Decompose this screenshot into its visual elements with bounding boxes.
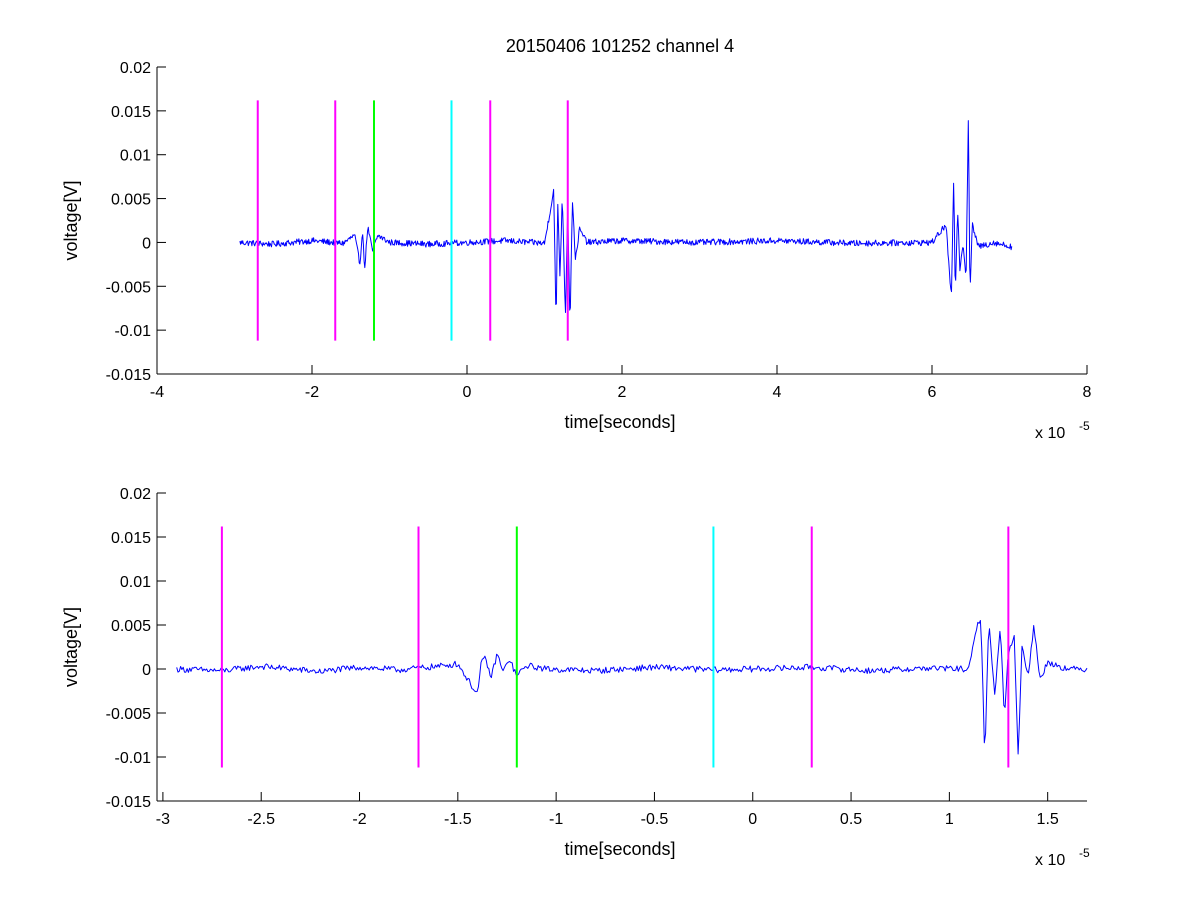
y-tick-label: -0.01 bbox=[115, 323, 152, 340]
x-tick-label: 0.5 bbox=[840, 811, 862, 828]
x-axis-multiplier: x 10 bbox=[1035, 852, 1065, 869]
x-tick-label: 4 bbox=[773, 384, 782, 401]
x-tick-label: -2 bbox=[352, 811, 366, 828]
y-tick-label: 0.015 bbox=[111, 104, 151, 121]
x-tick-label: 0 bbox=[748, 811, 757, 828]
y-tick-label: 0.01 bbox=[120, 574, 151, 591]
plot-overview: -0.015 -0.01 -0.005 0 0.005 0.01 0.015 0.02 -4 -2… bbox=[61, 60, 1092, 442]
y-tick-label: 0 bbox=[142, 235, 151, 252]
y-tick-label: -0.005 bbox=[106, 706, 151, 723]
x-tick-label: 1 bbox=[945, 811, 954, 828]
y-axis-label: voltage[V] bbox=[61, 180, 81, 260]
y-tick-label: -0.015 bbox=[106, 367, 151, 384]
x-tick-label: -2 bbox=[305, 384, 319, 401]
x-tick-label: -3 bbox=[156, 811, 170, 828]
x-tick-label: -0.5 bbox=[641, 811, 669, 828]
y-tick-label: -0.005 bbox=[106, 279, 151, 296]
y-tick-label: 0 bbox=[142, 662, 151, 679]
x-tick-label: 6 bbox=[928, 384, 937, 401]
x-tick-label: -2.5 bbox=[247, 811, 275, 828]
y-axis-label: voltage[V] bbox=[61, 607, 81, 687]
y-tick-label: 0.015 bbox=[111, 530, 151, 547]
x-axis-label: time[seconds] bbox=[564, 839, 675, 859]
signal-trace bbox=[176, 620, 1088, 755]
x-tick-label: -4 bbox=[150, 384, 164, 401]
chart-title: 20150406 101252 channel 4 bbox=[506, 36, 734, 56]
y-tick-label: 0.005 bbox=[111, 618, 151, 635]
y-tick-label: 0.02 bbox=[120, 486, 151, 503]
x-axis-label: time[seconds] bbox=[564, 412, 675, 432]
x-tick-label: 2 bbox=[618, 384, 627, 401]
x-tick-label: -1 bbox=[549, 811, 563, 828]
y-tick-label: 0.01 bbox=[120, 148, 151, 165]
y-tick-label: -0.01 bbox=[115, 750, 152, 767]
x-tick-label: 0 bbox=[463, 384, 472, 401]
x-axis-multiplier-exponent: -5 bbox=[1079, 419, 1090, 433]
signal-trace bbox=[239, 120, 1013, 313]
x-axis-multiplier: x 10 bbox=[1035, 425, 1065, 442]
y-tick-label: 0.02 bbox=[120, 60, 151, 77]
x-axis-multiplier-exponent: -5 bbox=[1079, 846, 1090, 860]
y-tick-label: -0.015 bbox=[106, 794, 151, 811]
x-tick-label: 1.5 bbox=[1037, 811, 1059, 828]
x-tick-label: -1.5 bbox=[444, 811, 472, 828]
x-tick-label: 8 bbox=[1083, 384, 1092, 401]
y-tick-label: 0.005 bbox=[111, 192, 151, 209]
plot-zoomed: -0.015 -0.01 -0.005 0 0.005 0.01 0.015 0.02 -3 -2… bbox=[61, 486, 1090, 869]
